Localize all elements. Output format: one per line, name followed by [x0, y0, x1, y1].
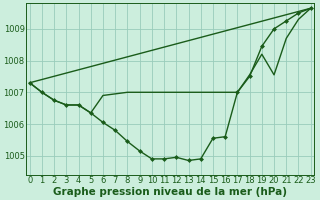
X-axis label: Graphe pression niveau de la mer (hPa): Graphe pression niveau de la mer (hPa) — [53, 187, 287, 197]
